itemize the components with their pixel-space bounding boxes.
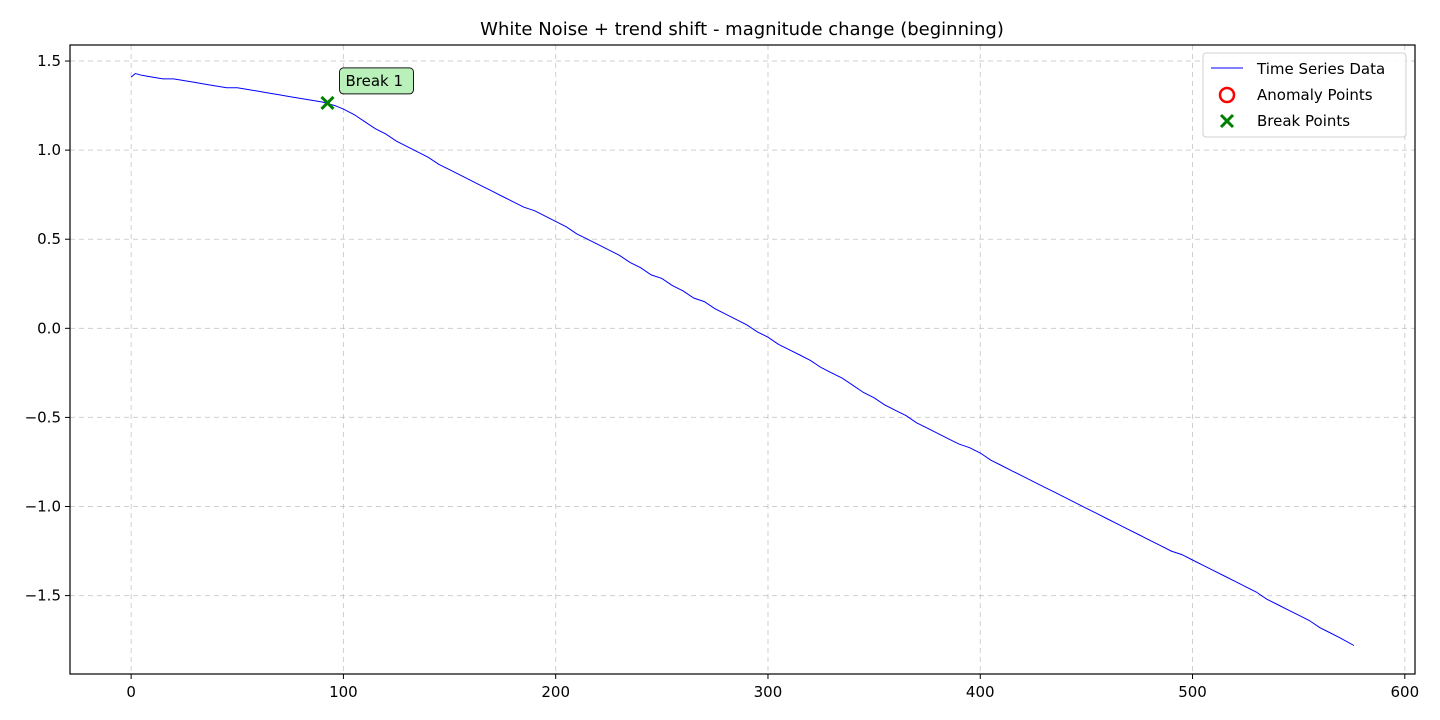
legend: Time Series Data Anomaly Points Break Poin…	[1202, 52, 1407, 138]
y-tick-label: −0.5	[25, 408, 61, 426]
x-tick-label: 200	[541, 683, 570, 701]
x-tick-label: 0	[126, 683, 136, 701]
x-tick-label: 600	[1390, 683, 1419, 701]
plot-frame	[69, 44, 1416, 675]
y-tick-label: 0.5	[37, 230, 61, 248]
x-tick-label: 400	[966, 683, 995, 701]
legend-label: Anomaly Points	[1257, 86, 1373, 104]
plot-series	[130, 72, 1355, 646]
y-tick-label: 1.0	[37, 141, 61, 159]
x-tick-label: 300	[754, 683, 783, 701]
break-annotation-box	[338, 67, 414, 95]
y-tick-label: −1.0	[25, 498, 61, 516]
x-tick-label: 500	[1178, 683, 1207, 701]
axes: 0 100 200 300 400 500 600 1.5 1.0 0.5 0.0 −0.5 −1.0 −…	[25, 52, 1420, 701]
break-annotation-label: Break 1	[345, 72, 403, 90]
break-point-marker	[320, 95, 335, 110]
legend-circle-swatch	[1218, 86, 1236, 104]
annotations: Break 1	[338, 67, 414, 95]
legend-label: Break Points	[1257, 112, 1350, 130]
grid-lines	[70, 45, 1415, 674]
y-tick-label: 1.5	[37, 52, 61, 70]
legend-label: Time Series Data	[1256, 60, 1385, 78]
chart-title: White Noise + trend shift - magnitude ch…	[480, 19, 1004, 40]
y-tick-label: 0.0	[37, 319, 61, 337]
time-series-line	[130, 72, 1355, 646]
x-tick-label: 100	[329, 683, 358, 701]
y-tick-label: −1.5	[25, 587, 61, 605]
legend-x-swatch	[1219, 113, 1235, 129]
legend-box	[1202, 52, 1407, 138]
